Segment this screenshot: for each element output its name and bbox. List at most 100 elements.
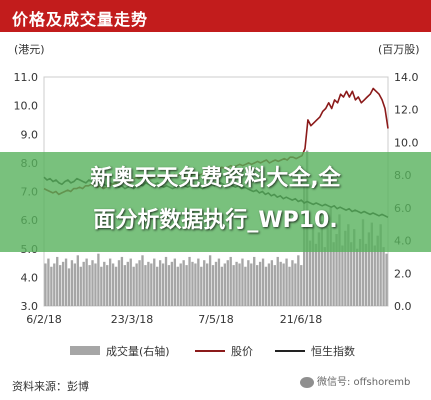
legend-swatch-index	[275, 350, 305, 352]
volume-bar	[223, 263, 226, 306]
volume-bar	[97, 253, 100, 306]
volume-bar	[185, 265, 188, 306]
volume-bar	[44, 263, 47, 306]
x-tick-label: 7/5/18	[198, 313, 233, 326]
volume-bar	[241, 258, 244, 306]
volume-bar	[100, 266, 103, 306]
volume-bar	[382, 247, 385, 306]
volume-bar	[70, 260, 74, 306]
left-tick-label: 4.0	[21, 271, 39, 284]
volume-bar	[217, 258, 221, 306]
volume-bar	[361, 219, 365, 306]
volume-bar	[94, 263, 97, 306]
volume-bar	[47, 258, 50, 306]
volume-bar	[156, 266, 159, 306]
volume-bar	[353, 229, 356, 306]
left-tick-label: 11.0	[14, 71, 39, 84]
volume-bar	[50, 266, 53, 306]
volume-bar	[206, 263, 209, 306]
volume-bar	[232, 265, 235, 306]
volume-bar	[194, 263, 197, 306]
left-tick-label: 9.0	[21, 128, 39, 141]
volume-bar	[267, 263, 271, 306]
volume-bar	[350, 242, 353, 306]
watermark-text: 微信号: offshoremb	[317, 377, 411, 388]
volume-bar	[276, 256, 279, 306]
volume-bar	[106, 265, 109, 306]
volume-bar	[158, 260, 162, 306]
volume-bar	[182, 260, 185, 306]
left-tick-label: 10.0	[14, 100, 39, 113]
volume-bar	[53, 263, 56, 306]
volume-bar	[258, 261, 262, 306]
banner-text-line-1: 新奥天天免费资料大全,全	[90, 166, 341, 191]
x-tick-label: 6/2/18	[26, 313, 61, 326]
volume-bar	[314, 243, 318, 306]
legend-swatch-price	[195, 350, 225, 352]
volume-bar	[229, 256, 232, 306]
volume-bar	[141, 255, 144, 306]
volume-bar	[176, 266, 179, 306]
volume-bar	[173, 258, 177, 306]
volume-bar	[85, 258, 88, 306]
overlay-banner	[0, 152, 431, 252]
wechat-icon	[300, 376, 314, 388]
volume-bar	[279, 261, 282, 306]
chart-title: 价格及成交量走势	[12, 10, 149, 29]
legend-swatch-volume	[70, 346, 100, 355]
volume-bar	[335, 234, 338, 306]
volume-bar	[376, 235, 379, 306]
volume-bar	[67, 268, 71, 306]
legend-label-price: 股价	[231, 345, 253, 358]
volume-bar	[250, 263, 253, 306]
volume-bar	[179, 263, 182, 306]
volume-bar	[164, 256, 168, 306]
volume-bar	[191, 261, 194, 306]
x-tick-label: 21/6/18	[280, 313, 322, 326]
volume-bar	[308, 240, 312, 306]
volume-bar	[123, 265, 127, 306]
right-axis-unit: (百万股)	[378, 43, 420, 56]
volume-bar	[235, 261, 238, 306]
volume-bar	[364, 243, 368, 306]
right-tick-label: 2.0	[394, 267, 412, 280]
volume-bar	[108, 258, 112, 306]
volume-bar	[270, 260, 274, 306]
volume-bar	[61, 261, 65, 306]
volume-bar	[291, 260, 294, 306]
volume-bar	[311, 224, 315, 306]
legend-label-volume: 成交量(右轴)	[106, 345, 170, 358]
volume-bar	[200, 266, 203, 306]
volume-bar	[329, 207, 332, 306]
volume-bar	[170, 261, 174, 306]
volume-bar	[126, 261, 129, 306]
volume-bar	[332, 242, 335, 306]
volume-bar	[379, 224, 382, 306]
volume-bar	[373, 245, 376, 306]
volume-bar	[326, 227, 329, 306]
volume-bar	[64, 258, 68, 306]
volume-bar	[338, 214, 341, 306]
volume-bar	[91, 260, 94, 306]
volume-bar	[103, 261, 106, 306]
volume-bar	[73, 263, 77, 306]
volume-bar	[300, 265, 303, 306]
volume-bar	[253, 256, 256, 306]
volume-bar	[320, 220, 324, 306]
volume-bar	[150, 263, 153, 306]
volume-bar	[294, 263, 297, 306]
volume-bar	[358, 238, 362, 306]
banner-text-line-2: 面分析数据执行_WP10.	[93, 208, 338, 233]
volume-bar	[273, 265, 276, 306]
left-axis-unit: (港元)	[14, 43, 45, 56]
volume-bar	[238, 263, 241, 306]
volume-bar	[347, 224, 350, 306]
volume-bar	[211, 265, 215, 306]
x-tick-label: 23/3/18	[111, 313, 153, 326]
right-tick-label: 10.0	[394, 136, 419, 149]
volume-bar	[147, 261, 150, 306]
volume-bar	[226, 260, 229, 306]
volume-bar	[203, 260, 206, 306]
volume-bar	[88, 265, 91, 306]
volume-bar	[282, 263, 285, 306]
